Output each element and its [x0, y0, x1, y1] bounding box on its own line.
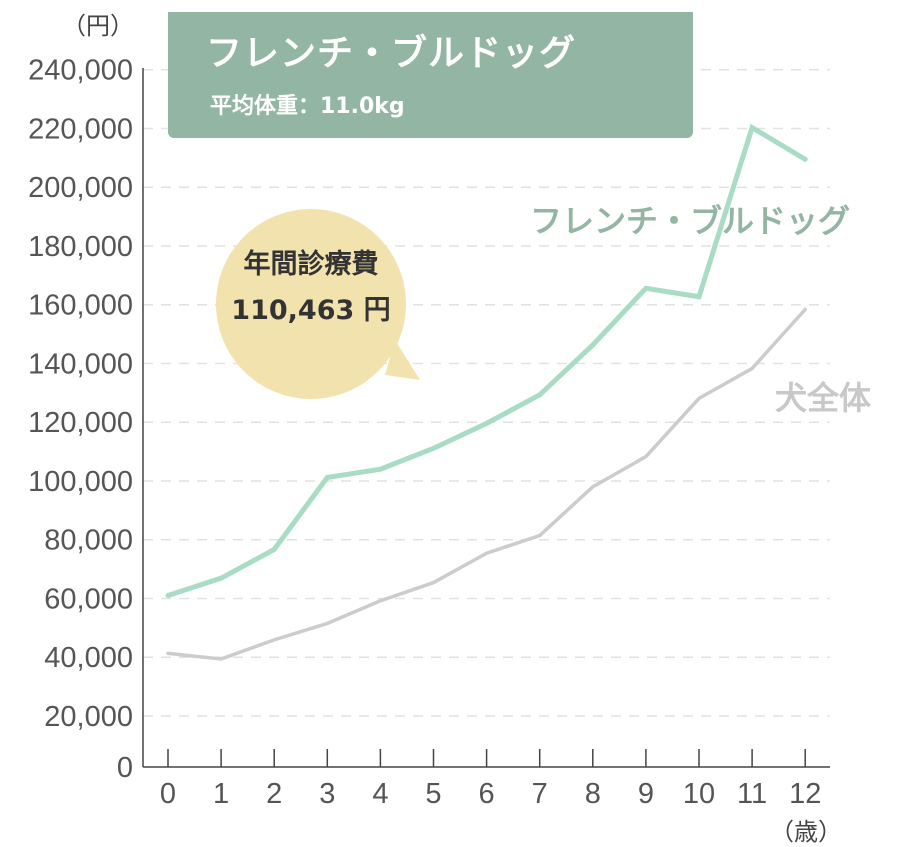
y-tick-label: 0 [117, 752, 133, 784]
x-tick-label: 4 [372, 778, 388, 810]
title-box: フレンチ・ブルドッグ 平均体重：11.0kg [168, 12, 693, 138]
y-tick-label: 60,000 [44, 583, 133, 615]
x-tick-label: 12 [789, 778, 821, 810]
callout-label: 年間診療費 [243, 249, 379, 280]
x-tick-label: 3 [319, 778, 335, 810]
y-tick-label: 20,000 [44, 701, 133, 733]
x-tick-label: 10 [683, 778, 715, 810]
callout-bubble [216, 209, 406, 399]
callout-pointer [385, 340, 420, 380]
y-axis-unit: （円） [62, 12, 134, 40]
y-tick-label: 160,000 [28, 290, 133, 322]
y-tick-label: 100,000 [28, 466, 133, 498]
y-tick-label: 240,000 [28, 55, 133, 87]
chart-title: フレンチ・ブルドッグ [206, 33, 577, 74]
x-tick-label: 9 [638, 778, 654, 810]
callout-value: 110,463 円 [231, 295, 391, 326]
y-tick-label: 220,000 [28, 113, 133, 145]
x-tick-label: 7 [532, 778, 548, 810]
y-tick-label: 80,000 [44, 525, 133, 557]
x-tick-label: 8 [585, 778, 601, 810]
x-axis-unit: （歳） [770, 818, 842, 846]
x-tick-label: 11 [737, 778, 767, 810]
x-tick-label: 0 [160, 778, 176, 810]
y-tick-label: 200,000 [28, 172, 133, 204]
y-tick-label: 40,000 [44, 642, 133, 674]
x-tick-label: 1 [213, 778, 229, 810]
y-tick-label: 120,000 [28, 407, 133, 439]
series-label-breed: フレンチ・ブルドッグ [530, 202, 851, 240]
x-tick-label: 6 [479, 778, 495, 810]
y-tick-label: 140,000 [28, 348, 133, 380]
x-tick-label: 5 [425, 778, 441, 810]
x-tick-label: 2 [266, 778, 282, 810]
y-tick-label: 180,000 [28, 231, 133, 263]
series-label-all: 犬全体 [775, 379, 872, 417]
average-weight: 平均体重：11.0kg [210, 94, 405, 119]
